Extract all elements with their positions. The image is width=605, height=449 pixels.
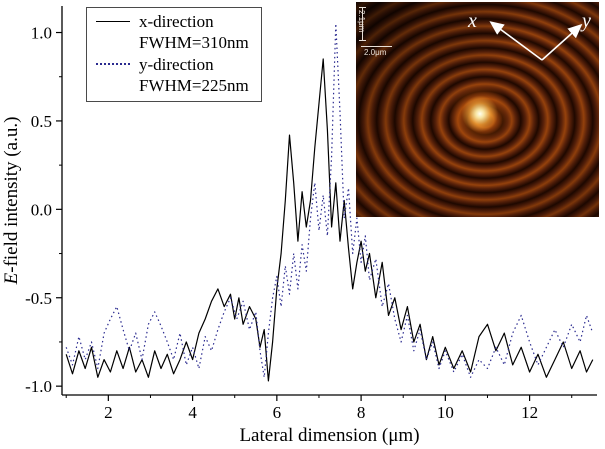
y-axis-arrow	[541, 23, 583, 61]
legend-entry-y-direction: y-direction	[96, 54, 249, 75]
inset-horizontal-scale-bar	[361, 46, 392, 47]
legend-line-dotted	[96, 63, 130, 66]
legend-fwhm-x: FWHM=310nm	[139, 33, 249, 53]
legend-line-solid	[96, 21, 130, 23]
tick-label: 1.0	[31, 24, 52, 43]
tick-label: -1.0	[25, 377, 52, 396]
tick-label: 8	[357, 403, 366, 422]
tick-label: 0.0	[31, 200, 52, 219]
tick-label: 6	[273, 403, 282, 422]
inset-x-label: x	[468, 10, 477, 32]
tick-label: 10	[437, 403, 454, 422]
x-axis-label: Lateral dimension (μm)	[239, 425, 419, 446]
y-axis-label: E-field intensity (a.u.)	[1, 117, 22, 286]
tick-label: 2	[104, 403, 113, 422]
inset-scale-cap	[359, 7, 366, 8]
inset-nsom-image: x y 2.1μm 2.0μm	[356, 2, 599, 217]
inset-vertical-scale-label: 2.1μm	[357, 10, 366, 33]
legend-fwhm-y: FWHM=225nm	[139, 75, 249, 95]
legend-label-x-direction: x-direction	[139, 12, 214, 31]
inset-scale-cap	[359, 40, 366, 41]
inset-axis-arrows	[489, 21, 583, 61]
tick-label: 12	[521, 403, 538, 422]
x-axis-arrow	[489, 21, 543, 61]
legend-label-y-direction: y-direction	[139, 54, 214, 74]
legend-entry-x-direction: x-direction	[96, 11, 249, 32]
tick-label: -0.5	[25, 289, 52, 308]
inset-horizontal-scale-label: 2.0μm	[364, 48, 387, 57]
series-y-direction	[65, 23, 594, 378]
tick-label: 4	[188, 403, 197, 422]
tick-label: 0.5	[31, 112, 52, 131]
series-x-direction	[65, 58, 594, 382]
legend: x-direction FWHM=310nm y-direction FWHM=…	[86, 7, 262, 102]
inset-y-label: y	[582, 10, 591, 32]
inset-vertical-scale-bar	[362, 7, 363, 41]
